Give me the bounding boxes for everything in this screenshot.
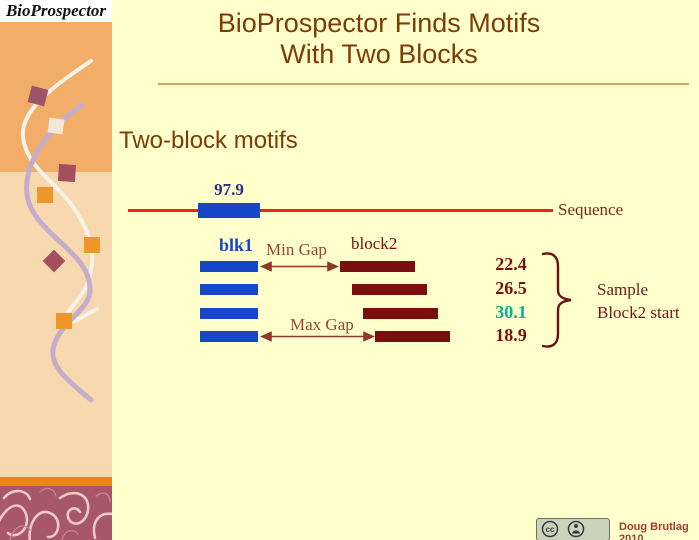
cc-icon-text: cc [546,525,555,534]
motif-square-orange [84,237,100,253]
motif-square-orange [56,313,72,329]
block1-bar [200,261,258,272]
dna-strand-graphic [20,59,100,403]
block2-start-value: 30.1 [495,302,527,322]
block2-bar [340,261,415,272]
cc-license-badge: cc BY [536,518,610,540]
block2-bar [352,284,427,295]
block2-bar [375,331,450,342]
block2-start-value: 26.5 [495,278,527,298]
section-heading: Two-block motifs [119,127,298,154]
block1-bar [200,331,258,342]
swirl-pattern-graphic [0,486,112,540]
blk1-label: blk1 [219,235,254,255]
block1-score: 97.9 [214,180,244,199]
max-gap-label: Max Gap [290,315,354,334]
block2-label: block2 [351,234,398,253]
block1-bar [200,284,258,295]
by-attribution-icon [567,520,585,538]
sequence-label: Sequence [558,200,624,219]
brace-caption-line1: Sample [597,280,648,299]
title-divider [158,83,689,85]
block1-bar [200,308,258,319]
slide-title: BioProspector Finds Motifs With Two Block… [112,8,646,70]
sidebar: BioProspector [0,0,112,540]
motif-diamond-maroon [42,249,66,273]
block2-bar [363,308,438,319]
motif-square-orange [37,187,53,203]
motif-square-maroon [27,85,49,107]
slide-title-line1: BioProspector Finds Motifs [217,8,541,38]
block1-on-sequence [198,203,260,218]
sidebar-top-band [0,22,112,172]
slide-title-line2: With Two Blocks [280,39,478,69]
motif-square-cream [47,117,65,135]
block2-start-value: 18.9 [495,325,527,345]
sidebar-orange-bar [0,477,112,486]
min-gap-label: Min Gap [266,240,327,259]
brace-caption-line2: Block2 start [597,303,680,322]
block2-start-value: 22.4 [495,254,527,274]
author-credit: Doug Brutlag 2010 [619,521,689,540]
cc-icon [541,520,559,538]
sequence-line [128,209,553,212]
bioprospector-logo: BioProspector [0,0,112,22]
motif-square-maroon [57,163,77,183]
